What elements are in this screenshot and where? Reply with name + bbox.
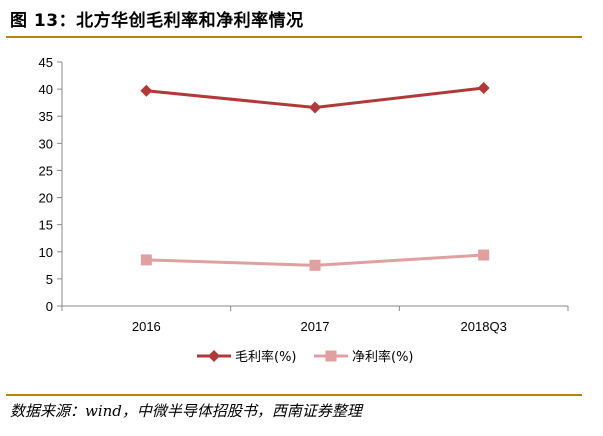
y-tick-label: 10	[39, 245, 53, 260]
x-tick-label: 2017	[301, 319, 330, 334]
data-point-marker	[309, 101, 321, 114]
x-tick-label: 2016	[132, 319, 161, 334]
chart-legend: 毛利率(%) 净利率(%)	[197, 349, 414, 365]
bottom-divider	[6, 394, 582, 396]
series-lines	[146, 86, 484, 267]
y-tick-label: 30	[39, 136, 53, 151]
data-point-marker	[140, 254, 152, 266]
top-divider	[6, 36, 582, 38]
y-tick-label: 20	[39, 191, 53, 206]
legend-label: 毛利率(%)	[235, 349, 297, 365]
x-axis-ticks: 2016 2017 2018Q3	[61, 306, 569, 334]
data-point-marker	[477, 82, 490, 95]
y-tick-label: 45	[39, 55, 53, 70]
y-axis-ticks: 0 5 10 15 20 25 30 35 40 45	[39, 55, 62, 314]
data-point-marker	[140, 84, 153, 97]
x-tick-label: 2018Q3	[461, 319, 507, 334]
legend-swatch-marker	[325, 350, 337, 362]
title-bar: 图 13：北方华创毛利率和净利率情况	[0, 0, 603, 38]
data-source-note: 数据来源：wind，中微半导体招股书，西南证券整理	[10, 402, 362, 420]
chart-axes	[61, 62, 568, 307]
y-tick-label: 0	[46, 299, 53, 314]
series-markers	[140, 82, 490, 271]
y-tick-label: 35	[39, 109, 53, 124]
y-tick-label: 40	[39, 82, 53, 97]
data-point-marker	[478, 249, 490, 261]
legend-swatch-marker	[208, 350, 220, 362]
y-tick-label: 5	[46, 272, 53, 287]
y-tick-label: 15	[39, 218, 53, 233]
chart-figure-title: 图 13：北方华创毛利率和净利率情况	[10, 11, 304, 31]
data-point-marker	[309, 259, 321, 271]
y-tick-label: 25	[39, 163, 53, 178]
legend-label: 净利率(%)	[352, 349, 414, 365]
